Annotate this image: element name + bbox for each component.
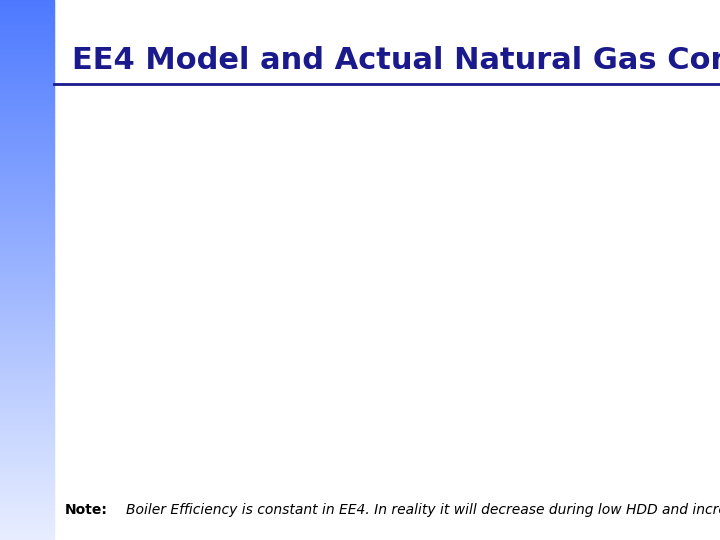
- Text: EE4 Model and Actual Natural Gas Consumption: EE4 Model and Actual Natural Gas Consump…: [72, 46, 720, 75]
- Text: Note:: Note:: [65, 503, 108, 517]
- Text: Boiler Efficiency is constant in EE4. In reality it will decrease during low HDD: Boiler Efficiency is constant in EE4. In…: [126, 503, 720, 517]
